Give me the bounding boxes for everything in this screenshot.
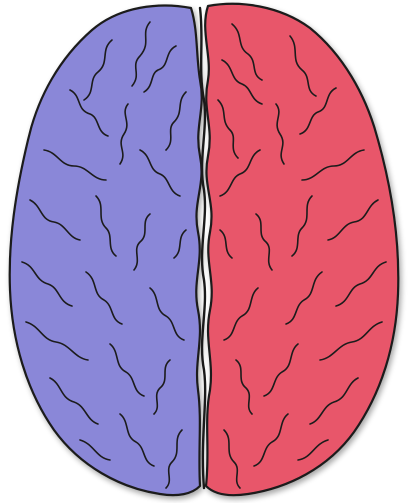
left-sulci <box>21 21 187 489</box>
right-sulci <box>217 23 387 489</box>
left-hemisphere-shape <box>8 4 203 497</box>
right-hemisphere-shape <box>204 2 400 497</box>
right-hemisphere <box>204 2 400 497</box>
left-hemisphere <box>8 4 203 497</box>
longitudinal-fissure <box>198 6 207 490</box>
